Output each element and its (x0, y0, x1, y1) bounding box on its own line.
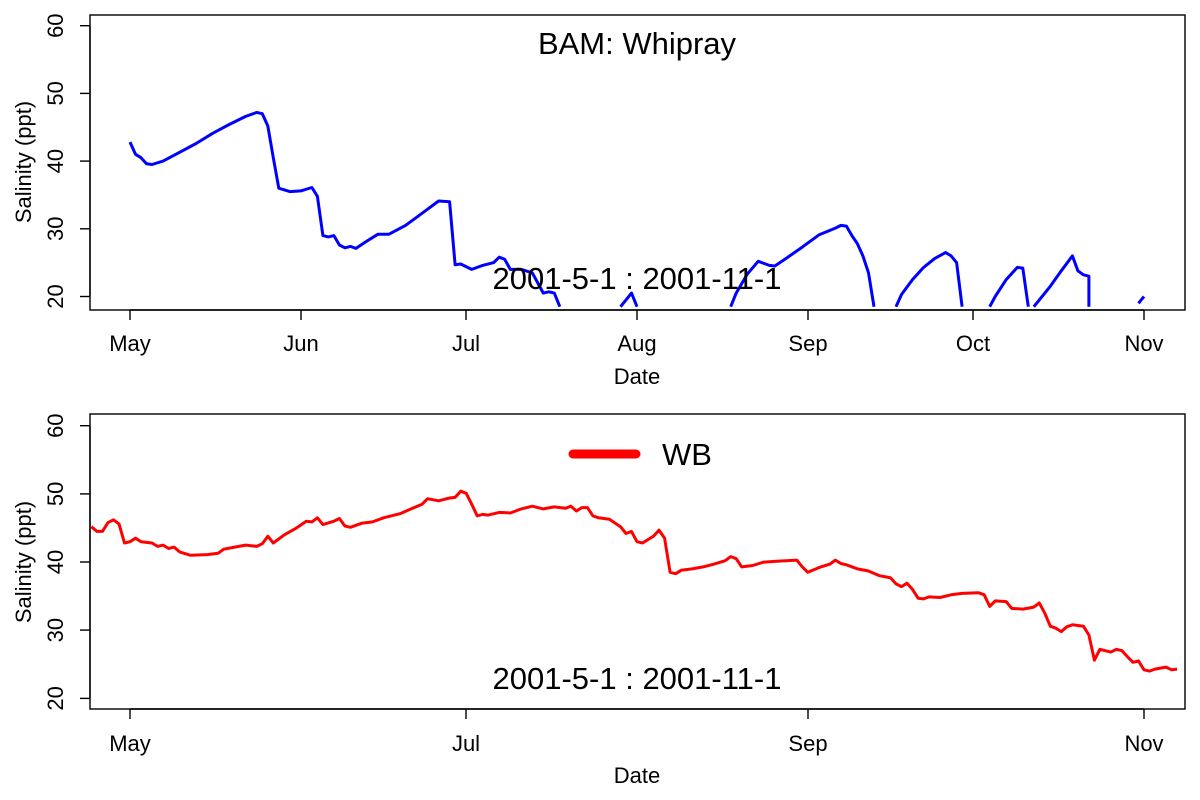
x-tick-label: May (109, 731, 151, 756)
date-range-label: 2001-5-1 : 2001-11-1 (493, 261, 782, 296)
y-tick-label: 50 (43, 482, 68, 506)
y-tick-label: 60 (43, 13, 68, 37)
chart-panel-wb: 20 30 40 50 60 Salinity (ppt) May Jul Se… (11, 413, 1186, 788)
y-axis: 20 30 40 50 60 (43, 413, 91, 711)
x-tick-label: Oct (956, 331, 990, 356)
x-tick-label: Nov (1124, 731, 1163, 756)
x-tick-label: May (109, 331, 151, 356)
x-axis: May Jul Sep Nov (109, 708, 1164, 756)
y-tick-label: 20 (43, 284, 68, 308)
x-tick-label: Jul (452, 731, 480, 756)
date-range-label: 2001-5-1 : 2001-11-1 (493, 661, 782, 696)
chart-panel-whipray: 20 30 40 50 60 Salinity (ppt) May Jun Ju… (11, 13, 1186, 389)
y-axis-title: Salinity (ppt) (11, 501, 36, 623)
wb-series-line-segment (90, 489, 1178, 673)
x-axis-title: Date (614, 763, 660, 788)
series-lines (90, 489, 1178, 673)
legend: WB (568, 437, 712, 472)
salinity-series-line-segment (1137, 295, 1146, 305)
salinity-series-line-segment (988, 265, 1030, 308)
y-tick-label: 50 (43, 81, 68, 105)
y-axis: 20 30 40 50 60 (43, 13, 91, 309)
x-tick-label: Sep (788, 331, 827, 356)
y-axis-title: Salinity (ppt) (11, 101, 36, 223)
x-axis: May Jun Jul Aug Sep Oct Nov (109, 309, 1164, 356)
salinity-series-line-segment (619, 291, 639, 308)
x-tick-label: Jul (452, 331, 480, 356)
salinity-series-line-segment (729, 223, 876, 308)
y-tick-label: 30 (43, 217, 68, 241)
legend-label: WB (662, 437, 712, 472)
y-tick-label: 20 (43, 686, 68, 710)
series-lines (128, 110, 1146, 308)
salinity-series-line-segment (894, 251, 964, 308)
y-tick-label: 40 (43, 550, 68, 574)
x-tick-label: Nov (1124, 331, 1163, 356)
y-tick-label: 40 (43, 149, 68, 173)
x-tick-label: Jun (283, 331, 318, 356)
y-tick-label: 30 (43, 618, 68, 642)
salinity-series-line-segment (128, 110, 562, 308)
chart-title: BAM: Whipray (538, 26, 737, 61)
x-tick-label: Aug (617, 331, 656, 356)
x-tick-label: Sep (788, 731, 827, 756)
y-tick-label: 60 (43, 413, 68, 437)
salinity-series-line-segment (1032, 254, 1091, 308)
x-axis-title: Date (614, 364, 660, 389)
